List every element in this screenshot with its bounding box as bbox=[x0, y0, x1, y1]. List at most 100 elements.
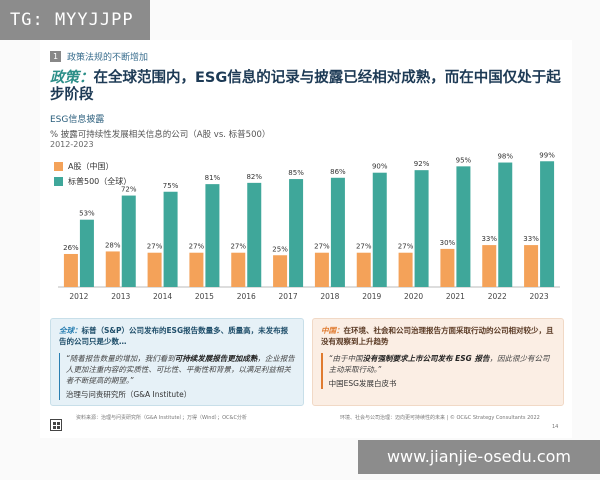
footer-note: 环境、社会与公司治理：迈向更可持续性的未来 | © OC&C Strategy … bbox=[340, 415, 540, 421]
bar-sp500-2014 bbox=[163, 191, 178, 287]
data-label-sp500-2016: 82% bbox=[246, 173, 262, 181]
data-label-sp500-2018: 86% bbox=[330, 168, 346, 176]
title-text: 在全球范围内，ESG信息的记录与披露已经相对成熟，而在中国仅处于起步阶段 bbox=[50, 70, 561, 103]
legend-item-a-share: A股（中国） bbox=[54, 160, 131, 172]
china-quote: “由于中国没有强制要求上市公司发布 ESG 报告，因此很少有公司主动采取行动。” bbox=[329, 353, 555, 375]
bar-a-share-2014 bbox=[147, 252, 162, 287]
china-quote-attribution: 中国ESG发展白皮书 bbox=[328, 379, 397, 388]
x-tick-label-2012: 2012 bbox=[69, 292, 88, 301]
data-label-a-share-2012: 26% bbox=[63, 244, 79, 252]
global-quote-pre: “随着报告数量的增加，我们看到 bbox=[65, 354, 175, 363]
data-label-sp500-2021: 95% bbox=[456, 156, 472, 164]
x-tick-label-2014: 2014 bbox=[153, 292, 172, 301]
x-tick-label-2013: 2013 bbox=[111, 292, 130, 301]
watermark-bottom-right: www.jianjie-osedu.com bbox=[358, 440, 600, 474]
data-label-sp500-2022: 98% bbox=[497, 153, 513, 161]
page-title: 政策：在全球范围内，ESG信息的记录与披露已经相对成熟，而在中国仅处于起步阶段 bbox=[50, 70, 565, 104]
china-callout-text: 在环境、社会和公司治理报告方面采取行动的公司相对较少，且没有观察到上升趋势 bbox=[321, 326, 554, 346]
data-label-sp500-2017: 85% bbox=[288, 169, 304, 177]
chart-subtitle: 2012-2023 bbox=[50, 140, 94, 149]
section-header: 1 政策法规的不断增加 bbox=[50, 50, 148, 63]
bar-a-share-2021 bbox=[440, 248, 455, 287]
x-tick-label-2023: 2023 bbox=[530, 292, 549, 301]
bar-sp500-2013 bbox=[121, 195, 136, 287]
data-label-sp500-2023: 99% bbox=[539, 151, 555, 159]
data-label-a-share-2019: 27% bbox=[356, 243, 372, 251]
bar-sp500-2012 bbox=[79, 219, 94, 287]
data-label-a-share-2013: 28% bbox=[105, 241, 121, 249]
global-callout-text: 标普（S&P）公司发布的ESG报告数量多、质量高，未发布报告的公司只是少数… bbox=[59, 326, 289, 346]
bar-sp500-2017 bbox=[289, 179, 304, 287]
data-label-a-share-2014: 27% bbox=[147, 243, 163, 251]
bar-a-share-2012 bbox=[63, 253, 78, 287]
title-lead: 政策： bbox=[50, 70, 94, 86]
data-label-a-share-2022: 33% bbox=[481, 235, 497, 243]
legend-item-sp500: 标普500（全球） bbox=[54, 175, 131, 187]
china-quote-block: “由于中国没有强制要求上市公司发布 ESG 报告，因此很少有公司主动采取行动。”… bbox=[321, 353, 555, 389]
global-quote-block: “随着报告数量的增加，我们看到可持续发展报告更加成熟，企业报告人更加注重内容的实… bbox=[59, 353, 295, 400]
bar-chart: 26% 53% 2012 28% 72% 2013 27% 75% 2014 27% 81% 2015… bbox=[58, 151, 560, 301]
legend-label-sp500: 标普500（全球） bbox=[68, 176, 132, 186]
data-label-a-share-2018: 27% bbox=[314, 243, 330, 251]
bar-a-share-2016 bbox=[231, 252, 246, 287]
global-quote-bar bbox=[59, 353, 60, 400]
bar-sp500-2018 bbox=[330, 177, 345, 287]
bar-a-share-2017 bbox=[273, 255, 288, 287]
x-tick-label-2020: 2020 bbox=[404, 292, 423, 301]
bar-sp500-2015 bbox=[205, 184, 220, 287]
china-quote-bar bbox=[321, 353, 323, 389]
slide: 1 政策法规的不断增加 政策：在全球范围内，ESG信息的记录与披露已经相对成熟，… bbox=[40, 40, 572, 438]
data-label-a-share-2021: 30% bbox=[440, 239, 456, 247]
bar-sp500-2023 bbox=[540, 161, 555, 287]
global-quote: “随着报告数量的增加，我们看到可持续发展报告更加成熟，企业报告人更加注重内容的实… bbox=[66, 353, 295, 386]
china-quote-post: ，因此很少有公司主动采取行动。” bbox=[328, 354, 550, 374]
bar-sp500-2019 bbox=[372, 172, 387, 287]
legend-swatch-a-share bbox=[54, 161, 63, 171]
bar-a-share-2022 bbox=[482, 245, 497, 287]
global-callout-lead: 全球： bbox=[59, 326, 82, 335]
global-quote-attribution: 治理与问责研究所（G&A Institute） bbox=[65, 390, 192, 399]
data-label-sp500-2012: 53% bbox=[79, 210, 95, 218]
bar-sp500-2021 bbox=[456, 166, 471, 287]
watermark-top-left: TG: MYYJJPP bbox=[0, 0, 150, 40]
page-number: 14 bbox=[552, 424, 559, 430]
data-label-a-share-2016: 27% bbox=[230, 243, 246, 251]
section-label: 政策法规的不断增加 bbox=[67, 53, 149, 63]
data-label-a-share-2015: 27% bbox=[189, 243, 205, 251]
china-quote-bold: 没有强制要求上市公司发布 ESG 报告 bbox=[362, 354, 490, 363]
data-label-sp500-2013: 72% bbox=[121, 186, 137, 194]
bar-a-share-2023 bbox=[524, 245, 539, 287]
occ-logo-icon bbox=[50, 419, 62, 431]
footer-source: 资料来源：治理与问责研究所（G&A Institute）；万得（Wind）；OC… bbox=[76, 415, 247, 421]
legend-label-a-share: A股（中国） bbox=[68, 161, 114, 171]
legend-swatch-sp500 bbox=[54, 176, 63, 186]
bar-a-share-2019 bbox=[356, 252, 371, 287]
bar-sp500-2016 bbox=[247, 182, 262, 287]
bar-a-share-2015 bbox=[189, 252, 204, 287]
data-label-a-share-2020: 27% bbox=[398, 243, 414, 251]
bar-a-share-2013 bbox=[105, 251, 120, 287]
subheading: ESG信息披露 bbox=[50, 115, 105, 125]
x-tick-label-2016: 2016 bbox=[237, 292, 256, 301]
china-quote-pre: “由于中国 bbox=[328, 354, 363, 363]
china-callout-heading: 中国：在环境、社会和公司治理报告方面采取行动的公司相对较少，且没有观察到上升趋势 bbox=[321, 325, 555, 347]
data-label-sp500-2019: 90% bbox=[372, 163, 388, 171]
china-callout-lead: 中国： bbox=[321, 326, 344, 335]
global-callout: 全球：标普（S&P）公司发布的ESG报告数量多、质量高，未发布报告的公司只是少数… bbox=[50, 318, 304, 406]
x-tick-label-2017: 2017 bbox=[279, 292, 298, 301]
global-quote-bold: 可持续发展报告更加成熟 bbox=[174, 354, 258, 363]
x-tick-label-2015: 2015 bbox=[195, 292, 214, 301]
chart-legend: A股（中国） 标普500（全球） bbox=[54, 160, 131, 190]
bar-sp500-2020 bbox=[414, 170, 429, 287]
data-label-a-share-2023: 33% bbox=[523, 235, 539, 243]
x-tick-label-2018: 2018 bbox=[320, 292, 339, 301]
section-number: 1 bbox=[50, 51, 61, 62]
global-quote-post: ，企业报告人更加注重内容的实质性、可比性、平衡性和背景，以满足利益相关者不断提高… bbox=[65, 354, 295, 385]
x-tick-label-2022: 2022 bbox=[488, 292, 507, 301]
global-callout-heading: 全球：标普（S&P）公司发布的ESG报告数量多、质量高，未发布报告的公司只是少数… bbox=[59, 325, 295, 347]
china-callout: 中国：在环境、社会和公司治理报告方面采取行动的公司相对较少，且没有观察到上升趋势… bbox=[312, 318, 564, 406]
bar-a-share-2020 bbox=[398, 252, 413, 287]
bar-a-share-2018 bbox=[314, 252, 329, 287]
x-tick-label-2019: 2019 bbox=[362, 292, 381, 301]
bar-sp500-2022 bbox=[498, 162, 513, 287]
